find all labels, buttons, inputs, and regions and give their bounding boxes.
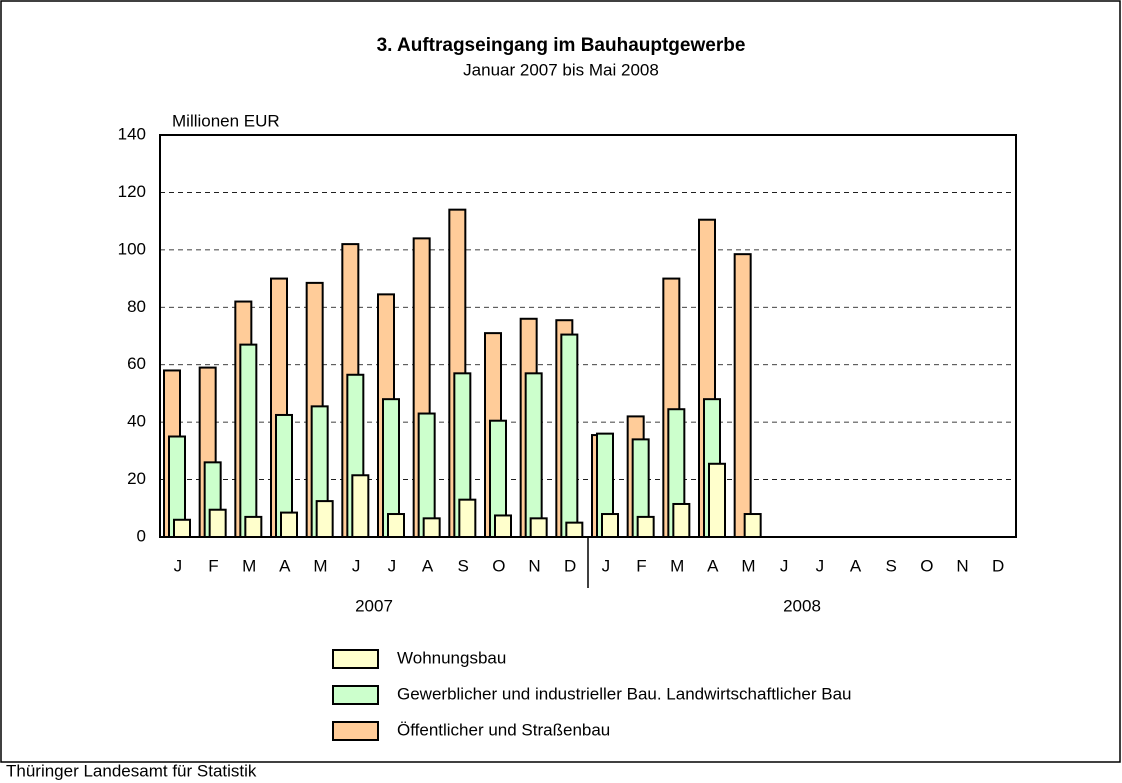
bar [239, 343, 258, 538]
x-tick-label: J [388, 556, 397, 575]
y-tick-label: 140 [118, 124, 146, 143]
x-tick-label: S [885, 556, 896, 575]
x-tick-label: A [707, 556, 719, 575]
chart-subtitle: Januar 2007 bis Mai 2008 [463, 60, 659, 79]
y-tick-label: 60 [127, 354, 146, 373]
x-tick-label: M [242, 556, 256, 575]
y-tick-label: 40 [127, 412, 146, 431]
legend-label: Wohnungsbau [397, 648, 506, 667]
x-tick-label: N [528, 556, 540, 575]
bar [565, 521, 584, 539]
legend-label: Öffentlicher und Straßenbau [397, 720, 610, 739]
x-tick-label: M [741, 556, 755, 575]
plot-area [160, 135, 1016, 537]
bar [244, 515, 263, 539]
outer-frame [0, 0, 1121, 763]
x-tick-label: D [564, 556, 576, 575]
y-tick-label: 20 [127, 469, 146, 488]
legend-swatch [332, 685, 379, 705]
bar [708, 462, 726, 538]
bar [601, 513, 619, 538]
legend-swatch [332, 649, 379, 669]
x-group-label: 2008 [783, 596, 821, 615]
bar [733, 253, 752, 539]
bar [636, 515, 655, 539]
bar [560, 333, 579, 539]
bar [529, 517, 548, 538]
x-tick-label: N [956, 556, 968, 575]
source: Thüringer Landesamt für Statistik [6, 761, 257, 780]
x-tick-label: J [780, 556, 789, 575]
x-tick-label: A [279, 556, 291, 575]
y-axis-title: Millionen EUR [172, 111, 280, 130]
x-tick-label: A [422, 556, 434, 575]
bar [458, 498, 477, 538]
x-tick-label: F [208, 556, 218, 575]
x-tick-label: F [636, 556, 646, 575]
bar [494, 514, 512, 539]
x-tick-label: S [457, 556, 468, 575]
y-tick-label: 100 [118, 239, 146, 258]
y-tick-label: 120 [118, 182, 146, 201]
bar [351, 474, 370, 538]
y-tick-label: 80 [127, 297, 146, 316]
x-tick-label: O [920, 556, 933, 575]
x-tick-label: J [816, 556, 825, 575]
bar [280, 511, 298, 538]
bar [387, 513, 405, 538]
x-tick-label: D [992, 556, 1004, 575]
bar [208, 508, 227, 539]
x-tick-label: M [313, 556, 327, 575]
bar [315, 500, 334, 539]
legend-label: Gewerblicher und industrieller Bau. Land… [397, 684, 852, 703]
bar [173, 518, 191, 538]
x-tick-label: J [174, 556, 183, 575]
bar [422, 517, 441, 538]
bar [743, 513, 762, 538]
legend-swatch [332, 721, 379, 741]
bar [672, 502, 691, 539]
chart-title: 3. Auftragseingang im Bauhauptgewerbe [377, 35, 746, 56]
x-tick-label: A [850, 556, 862, 575]
bar [524, 372, 543, 539]
x-tick-label: O [492, 556, 505, 575]
x-tick-label: J [602, 556, 611, 575]
x-group-label: 2007 [355, 596, 393, 615]
y-tick-label: 0 [137, 526, 146, 545]
x-tick-label: M [670, 556, 684, 575]
x-tick-label: J [352, 556, 361, 575]
